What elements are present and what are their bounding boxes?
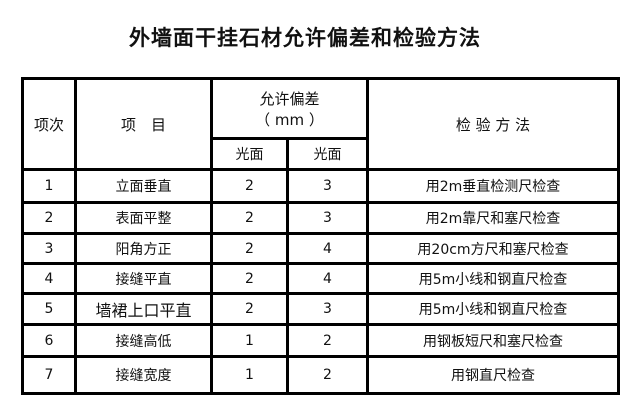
cell-no: 5 bbox=[21, 292, 77, 326]
cell-method: 用5m小线和钢直尺检查 bbox=[366, 292, 620, 326]
table-row: 1 立面垂直 2 3 用2m垂直检测尺检查 bbox=[21, 168, 620, 204]
cell-b: 2 bbox=[286, 323, 369, 358]
cell-item: 接缝平直 bbox=[74, 262, 213, 295]
cell-a: 2 bbox=[210, 262, 289, 295]
cell-item: 接缝高低 bbox=[74, 323, 213, 358]
cell-b: 3 bbox=[286, 201, 369, 235]
table-row: 5 墙裙上口平直 2 3 用5m小线和钢直尺检查 bbox=[21, 292, 620, 326]
table-row: 7 接缝宽度 1 2 用钢直尺检查 bbox=[21, 355, 620, 395]
cell-item: 表面平整 bbox=[74, 201, 213, 235]
cell-method: 用2m靠尺和塞尺检查 bbox=[366, 201, 620, 235]
cell-method: 用2m垂直检测尺检查 bbox=[366, 168, 620, 204]
cell-b: 2 bbox=[286, 355, 369, 395]
tolerance-table: 项次 项 目 允许偏差 （ mm ） 检 验 方 法 光面 光面 1 立面垂直 2 3… bbox=[21, 77, 620, 395]
table-row: 2 表面平整 2 3 用2m靠尺和塞尺检查 bbox=[21, 201, 620, 235]
cell-no: 4 bbox=[21, 262, 77, 295]
cell-b: 3 bbox=[286, 168, 369, 204]
cell-a: 2 bbox=[210, 232, 289, 265]
table-row: 3 阳角方正 2 4 用20cm方尺和塞尺检查 bbox=[21, 232, 620, 265]
cell-no: 3 bbox=[21, 232, 77, 265]
header-tolerance-label: 允许偏差 bbox=[259, 89, 320, 108]
cell-b: 4 bbox=[286, 232, 369, 265]
document-title: 外墙面干挂石材允许偏差和检验方法 bbox=[129, 26, 481, 50]
cell-no: 7 bbox=[21, 355, 77, 395]
cell-item: 墙裙上口平直 bbox=[74, 292, 213, 326]
cell-a: 2 bbox=[210, 168, 289, 204]
cell-method: 用20cm方尺和塞尺检查 bbox=[366, 232, 620, 265]
cell-method: 用5m小线和钢直尺检查 bbox=[366, 262, 620, 295]
cell-no: 2 bbox=[21, 201, 77, 235]
cell-item: 阳角方正 bbox=[74, 232, 213, 265]
cell-a: 1 bbox=[210, 355, 289, 395]
header-sub-2: 光面 bbox=[286, 137, 369, 171]
header-tolerance: 允许偏差 （ mm ） bbox=[210, 77, 369, 140]
cell-method: 用钢直尺检查 bbox=[366, 355, 620, 395]
cell-a: 2 bbox=[210, 292, 289, 326]
cell-item: 接缝宽度 bbox=[74, 355, 213, 395]
cell-a: 2 bbox=[210, 201, 289, 235]
header-sub-1: 光面 bbox=[210, 137, 289, 171]
header-tolerance-unit: （ mm ） bbox=[255, 110, 324, 129]
header-index: 项次 bbox=[21, 77, 77, 171]
cell-method: 用钢板短尺和塞尺检查 bbox=[366, 323, 620, 358]
cell-a: 1 bbox=[210, 323, 289, 358]
header-method: 检 验 方 法 bbox=[366, 77, 620, 171]
cell-no: 6 bbox=[21, 323, 77, 358]
table-row: 6 接缝高低 1 2 用钢板短尺和塞尺检查 bbox=[21, 323, 620, 358]
cell-b: 4 bbox=[286, 262, 369, 295]
cell-item: 立面垂直 bbox=[74, 168, 213, 204]
header-item: 项 目 bbox=[74, 77, 213, 171]
cell-no: 1 bbox=[21, 168, 77, 204]
cell-b: 3 bbox=[286, 292, 369, 326]
table-row: 4 接缝平直 2 4 用5m小线和钢直尺检查 bbox=[21, 262, 620, 295]
